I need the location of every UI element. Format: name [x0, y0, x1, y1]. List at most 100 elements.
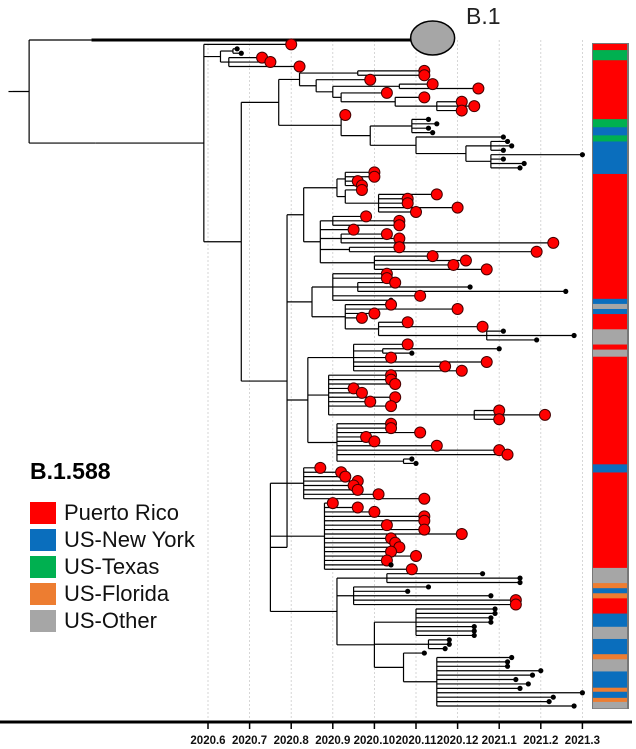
tip-puerto-rico: [509, 598, 522, 611]
tip-puerto-rico: [455, 104, 468, 117]
tip-puerto-rico: [472, 82, 485, 95]
legend-swatch: [30, 582, 56, 605]
tip-other: [517, 575, 523, 581]
strip-segment: [593, 308, 627, 315]
strip-segment: [593, 567, 627, 584]
axis-tick-label: 2020.12: [437, 735, 479, 747]
tip-other: [479, 571, 486, 577]
legend-swatch: [30, 609, 56, 632]
strip-segment: [593, 303, 627, 310]
tip-other: [500, 134, 506, 140]
tip-puerto-rico: [418, 91, 431, 104]
strip-segment: [593, 593, 627, 599]
tip-other: [500, 328, 506, 334]
axis-tick-label: 2020.8: [274, 735, 310, 747]
legend-item: US-Florida: [30, 580, 195, 607]
location-color-strip: [592, 43, 629, 709]
tip-other: [442, 646, 448, 652]
time-axis: 2020.6 2020.7 2020.8 2020.9 2020.10 2020.11 20…: [0, 720, 632, 747]
tip-puerto-rico: [480, 355, 493, 368]
tip-puerto-rico: [480, 263, 493, 276]
tip-puerto-rico: [426, 250, 439, 263]
tip-puerto-rico: [547, 236, 560, 249]
tip-puerto-rico: [401, 197, 414, 210]
strip-segment: [593, 314, 627, 330]
tip-puerto-rico: [385, 298, 398, 311]
tip-other: [492, 606, 498, 612]
strip-segment: [593, 598, 627, 614]
axis-tick-label: 2020.10: [354, 735, 396, 747]
tip-other: [513, 676, 519, 683]
tip-other: [413, 460, 419, 467]
tip-other: [405, 588, 411, 594]
tip-puerto-rico: [385, 351, 398, 364]
legend-item: US-Texas: [30, 553, 195, 580]
tip-puerto-rico: [430, 439, 443, 452]
strip-segment: [593, 349, 627, 358]
tip-puerto-rico: [368, 505, 381, 518]
tip-puerto-rico: [360, 210, 373, 223]
tip-puerto-rico: [451, 303, 464, 316]
tip-puerto-rico: [393, 219, 406, 232]
axis-tick-label: 2021.2: [523, 735, 558, 747]
collapsed-clade-b1: [409, 20, 456, 56]
tip-puerto-rico: [455, 364, 468, 377]
tip-puerto-rico: [314, 461, 327, 474]
tip-other: [509, 654, 515, 661]
tip-other: [579, 152, 586, 158]
strip-segment: [593, 298, 627, 305]
tip-puerto-rico: [339, 108, 352, 121]
strip-segment: [593, 638, 627, 655]
tip-puerto-rico: [355, 386, 368, 399]
tip-puerto-rico: [285, 38, 298, 51]
tip-other: [534, 337, 540, 343]
tip-puerto-rico: [339, 470, 352, 483]
tip-puerto-rico: [414, 426, 427, 439]
strip-segment: [593, 613, 627, 628]
tip-other: [425, 116, 432, 122]
tip-puerto-rico: [439, 360, 452, 373]
tip-other: [529, 672, 536, 678]
strip-segment: [593, 671, 627, 688]
tip-other: [496, 346, 502, 352]
strip-segment: [593, 344, 627, 350]
tip-puerto-rico: [426, 78, 439, 91]
tip-other: [425, 125, 432, 131]
tip-other: [546, 698, 552, 705]
strip-segment: [593, 701, 627, 709]
strip-segment: [593, 472, 627, 569]
tip-other: [425, 584, 432, 590]
tip-other: [488, 593, 494, 599]
tip-puerto-rico: [501, 448, 514, 461]
tip-other: [571, 703, 577, 709]
legend-swatch: [30, 501, 56, 524]
tip-other: [500, 147, 506, 153]
tip-puerto-rico: [351, 483, 364, 496]
tip-puerto-rico: [355, 183, 368, 196]
tip-other: [525, 681, 531, 687]
tip-puerto-rico: [368, 170, 381, 183]
tip-other: [471, 632, 477, 639]
strip-segment: [593, 659, 627, 672]
tip-puerto-rico: [364, 73, 377, 86]
strip-segment: [593, 583, 627, 589]
tip-puerto-rico: [418, 492, 431, 505]
strip-segment: [593, 44, 627, 51]
strip-segment: [593, 691, 627, 699]
tip-puerto-rico: [410, 206, 422, 219]
legend: B.1.588 Puerto Rico US-New York US-Texas US…: [30, 458, 195, 634]
tip-puerto-rico: [459, 254, 472, 267]
tip-puerto-rico: [493, 413, 506, 426]
tip-other: [504, 663, 511, 669]
tip-other: [388, 562, 394, 568]
strip-segment: [593, 654, 627, 660]
tip-other: [504, 138, 511, 145]
tip-other: [434, 121, 440, 127]
axis-tick-label: 2021.1: [482, 735, 518, 747]
tip-other: [234, 46, 240, 52]
tip-puerto-rico: [538, 408, 551, 421]
tip-other: [500, 156, 506, 162]
strip-segment: [593, 588, 627, 594]
tip-other: [238, 50, 244, 56]
tip-other: [517, 685, 523, 691]
